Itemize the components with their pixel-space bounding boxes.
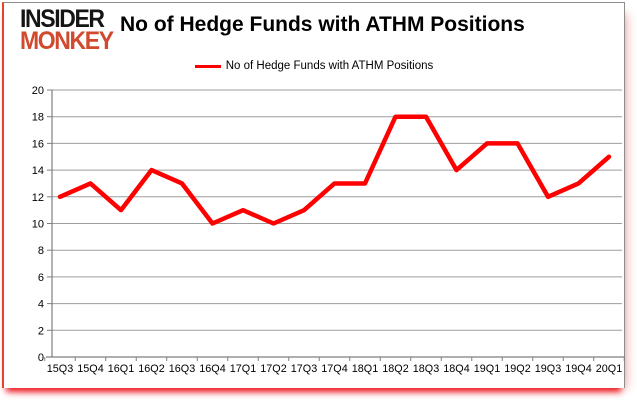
chart-card: INSIDER MONKEY No of Hedge Funds with AT… <box>2 2 625 388</box>
logo-insider-text: INSIDER <box>20 5 105 33</box>
x-axis-label: 18Q2 <box>382 363 408 375</box>
x-axis-label: 17Q4 <box>321 363 347 375</box>
x-axis-label: 20Q1 <box>596 363 622 375</box>
x-axis-label: 17Q1 <box>230 363 256 375</box>
legend-line-swatch <box>194 64 221 68</box>
y-axis-label: 16 <box>32 138 44 150</box>
y-axis-label: 4 <box>38 299 44 311</box>
x-axis-label: 18Q4 <box>443 363 469 375</box>
gridlines <box>52 89 622 331</box>
x-axis-label: 16Q1 <box>108 363 134 375</box>
y-axis-label: 0 <box>38 352 44 364</box>
legend: No of Hedge Funds with ATHM Positions <box>4 60 624 72</box>
x-axis-label: 17Q3 <box>291 363 317 375</box>
x-axis-label: 19Q3 <box>535 363 561 375</box>
x-axis-label: 16Q3 <box>169 363 195 375</box>
y-axis-label: 8 <box>38 245 44 257</box>
x-axis-label: 18Q3 <box>413 363 439 375</box>
y-axis-label: 14 <box>32 165 44 177</box>
y-axis-label: 18 <box>32 112 44 124</box>
x-ticks-and-labels: 15Q3 15Q4 16Q1 16Q2 16Q3 16Q4 17Q1 17Q2 17Q3 17Q4… <box>44 357 625 375</box>
logo-monkey-text: MONKEY <box>20 26 114 55</box>
insider-monkey-logo: INSIDER MONKEY <box>20 5 114 55</box>
series-line <box>57 114 612 226</box>
y-ticks-and-labels: 0 2 4 6 8 10 12 14 16 18 20 <box>32 85 52 364</box>
x-axis-label: 18Q1 <box>352 363 378 375</box>
chart-title: No of Hedge Funds with ATHM Positions <box>120 13 525 36</box>
x-axis-label: 19Q2 <box>504 363 530 375</box>
x-axis-label: 15Q3 <box>47 363 73 375</box>
y-axis-label: 2 <box>38 325 44 337</box>
x-axis-label: 15Q4 <box>77 363 103 375</box>
x-axis-label: 17Q2 <box>260 363 286 375</box>
x-axis-label: 16Q4 <box>199 363 225 375</box>
x-axis-label: 16Q2 <box>138 363 164 375</box>
y-axis-label: 10 <box>32 219 44 231</box>
x-axis-label: 19Q4 <box>565 363 591 375</box>
y-axis-label: 20 <box>32 85 44 97</box>
y-axis-label: 12 <box>32 192 44 204</box>
legend-label: No of Hedge Funds with ATHM Positions <box>225 60 434 72</box>
x-axis-label: 19Q1 <box>474 363 500 375</box>
y-axis-label: 6 <box>38 272 44 284</box>
